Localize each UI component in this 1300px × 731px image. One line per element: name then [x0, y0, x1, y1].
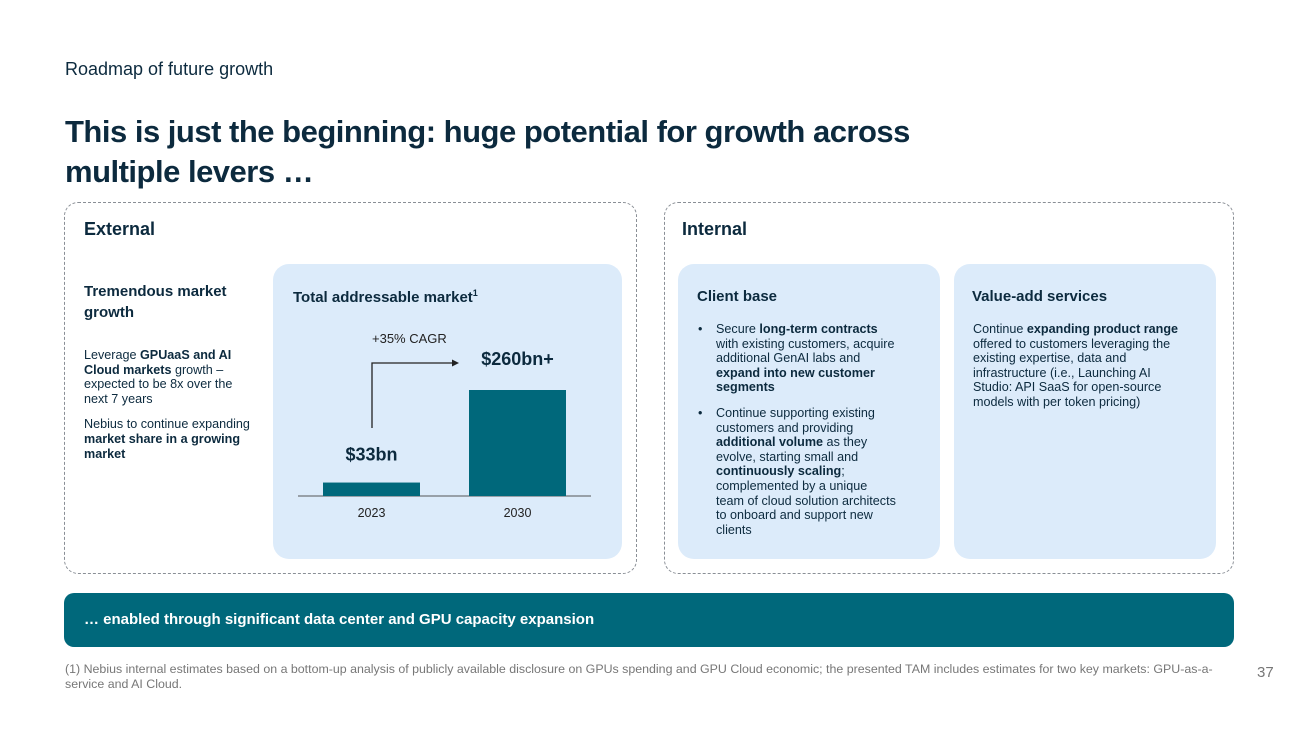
- cagr-label: +35% CAGR: [372, 331, 447, 346]
- value-label-2030: $260bn+: [481, 349, 554, 369]
- value-add-text: Continue expanding product range offered…: [973, 322, 1188, 410]
- value-label-2023: $33bn: [345, 445, 397, 465]
- text-segment: as they evolve, starting small and: [716, 435, 868, 464]
- bar-2030: [469, 390, 566, 496]
- text-segment: Leverage: [84, 348, 141, 362]
- bar-2023: [323, 482, 420, 496]
- share-paragraph: Nebius to continue expanding market shar…: [84, 417, 254, 461]
- tam-chart: +35% CAGR $33bn $260bn+ 2023 2030: [298, 331, 591, 520]
- value-add-title: Value-add services: [972, 288, 1108, 305]
- bold-text: GPUaaS and AI Cloud markets: [84, 348, 232, 377]
- bold-text: market share in a growing market: [84, 431, 241, 461]
- external-group: [64, 202, 637, 574]
- page-number: 37: [1257, 664, 1274, 681]
- page-title: This is just the beginning: huge potenti…: [65, 114, 910, 189]
- list-item: Secure long-term contracts with existing…: [696, 322, 896, 395]
- external-label: External: [84, 219, 156, 239]
- text-segment: Secure: [716, 322, 760, 336]
- internal-group: [664, 202, 1234, 574]
- bold-text: expand into new customer segments: [716, 365, 875, 395]
- text-segment: growth – expected to be 8x over the next…: [84, 362, 233, 406]
- value-add-card: [954, 264, 1216, 559]
- text-segment: ; complemented by a unique team of cloud…: [716, 464, 896, 537]
- footnote-ref: 1: [472, 288, 478, 298]
- section-subtitle: Roadmap of future growth: [65, 59, 274, 79]
- client-base-title: Client base: [697, 288, 778, 305]
- text-segment: Nebius to continue expanding: [84, 417, 250, 432]
- tam-title-text: Total addressable market: [293, 289, 473, 306]
- text-segment: offered to customers leveraging the exis…: [973, 336, 1171, 409]
- x-tick-2023: 2023: [358, 506, 386, 520]
- footnote: (1) Nebius internal estimates based on a…: [65, 662, 1213, 691]
- arrow-head-icon: [452, 359, 459, 367]
- bold-text: continuously scaling: [716, 464, 842, 479]
- client-base-list: Secure long-term contracts with existing…: [696, 322, 896, 548]
- list-item: Continue supporting existing customers a…: [696, 406, 896, 537]
- text-segment: Continue: [973, 322, 1027, 336]
- capacity-banner: … enabled through significant data cente…: [64, 593, 1234, 647]
- text-segment: Continue supporting existing customers a…: [716, 405, 875, 435]
- internal-label: Internal: [682, 219, 748, 239]
- growth-paragraph: Leverage GPUaaS and AI Cloud markets gro…: [84, 348, 254, 406]
- bold-text: additional volume: [716, 435, 824, 450]
- x-tick-2030: 2030: [504, 506, 532, 520]
- cagr-arrow: [371, 362, 455, 428]
- tam-title: Total addressable market1: [293, 288, 478, 306]
- bold-text: expanding product range: [1026, 322, 1179, 336]
- growth-text: Leverage GPUaaS and AI Cloud markets gro…: [84, 348, 254, 461]
- bold-text: long-term contracts: [759, 322, 878, 336]
- text-segment: with existing customers, acquire additio…: [716, 336, 895, 366]
- growth-title: Tremendous market growth: [84, 283, 227, 321]
